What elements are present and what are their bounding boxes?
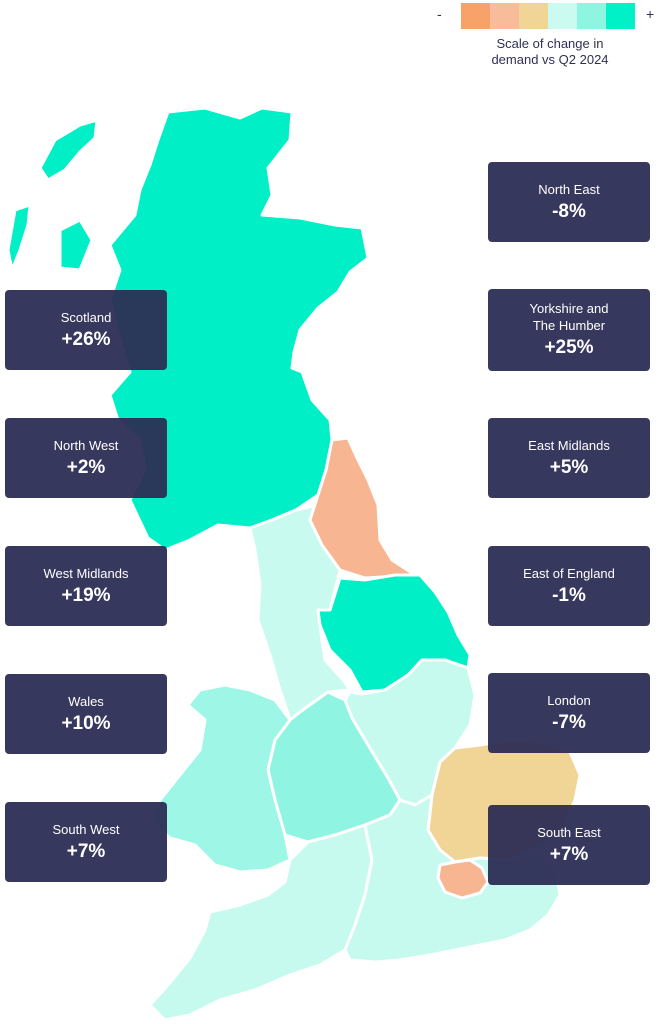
card-north-east-value: -8% [552,200,586,222]
card-south-east-name: South East [537,824,601,840]
card-west-midlands-value: +19% [61,584,111,606]
card-east-midlands: East Midlands +5% [488,418,650,498]
card-south-west: South West +7% [5,802,167,882]
card-north-east: North East -8% [488,162,650,242]
card-london: London -7% [488,673,650,753]
card-yorkshire: Yorkshire and The Humber +25% [488,289,650,371]
legend-swatch-5 [577,3,606,29]
legend-swatch-6 [606,3,635,29]
london-region[interactable] [436,858,490,900]
card-east-of-england-value: -1% [552,584,586,606]
card-west-midlands: West Midlands +19% [5,546,167,626]
scotland-islands [6,118,99,272]
card-yorkshire-name: Yorkshire and The Humber [529,301,609,333]
card-wales-name: Wales [68,693,104,709]
card-north-west-name: North West [53,437,119,453]
card-east-midlands-value: +5% [549,456,589,478]
legend-caption: Scale of change in demand vs Q2 2024 [491,36,609,67]
card-south-east: South East +7% [488,805,650,885]
north-east-region[interactable] [308,436,417,580]
card-scotland: Scotland +26% [5,290,167,370]
legend-swatch-2 [490,3,519,29]
legend-plus: + [646,6,655,22]
card-south-west-name: South West [52,821,120,837]
legend-swatch-1 [461,3,490,29]
card-london-value: -7% [552,711,586,733]
legend: - + Scale of change in demand vs Q2 2024 [432,0,662,74]
card-south-west-value: +7% [66,840,106,862]
card-east-of-england: East of England -1% [488,546,650,626]
legend-swatch-4 [548,3,577,29]
legend-swatch-3 [519,3,548,29]
card-wales-value: +10% [61,712,111,734]
card-north-east-name: North East [538,181,600,197]
card-yorkshire-value: +25% [544,337,594,358]
legend-minus: - [437,6,442,22]
card-east-midlands-name: East Midlands [528,437,610,453]
card-london-name: London [547,692,591,708]
wales-region[interactable] [148,683,292,874]
card-east-of-england-name: East of England [523,565,615,581]
card-wales: Wales +10% [5,674,167,754]
card-south-east-value: +7% [549,843,589,865]
card-west-midlands-name: West Midlands [43,565,129,581]
card-north-west-value: +2% [66,456,106,478]
card-scotland-name: Scotland [60,309,112,325]
card-scotland-value: +26% [61,328,111,350]
card-north-west: North West +2% [5,418,167,498]
